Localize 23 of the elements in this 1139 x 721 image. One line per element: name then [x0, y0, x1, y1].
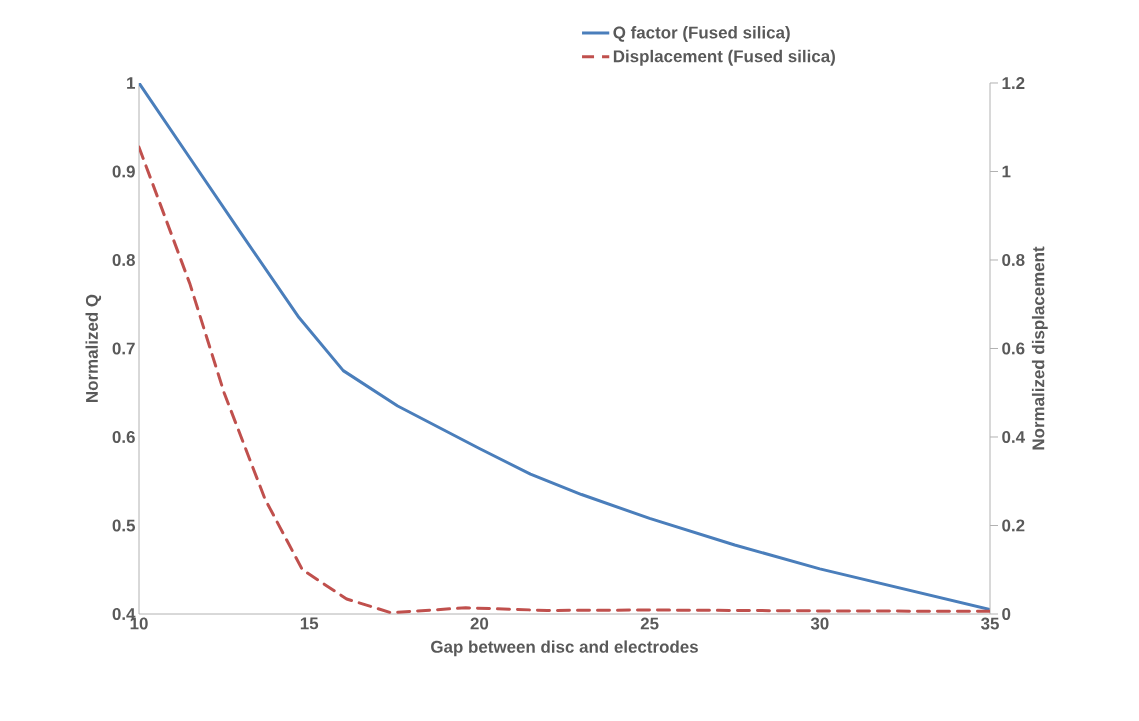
y-tick-label: 1 [127, 77, 136, 89]
y2-tick-label: 0 [1002, 608, 1011, 620]
y-axis-title: Normalized Q [85, 294, 102, 402]
x-tick-label: 30 [810, 617, 829, 630]
y-tick-label: 0.6 [112, 431, 135, 443]
legend-label: Q factor (Fused silica) [613, 26, 790, 42]
y2-tick-label: 1 [1002, 165, 1011, 178]
y2-axis-title: Normalized displacement [1031, 246, 1048, 450]
y-tick-label: 0.5 [112, 519, 136, 532]
legend-label: Displacement (Fused silica) [613, 49, 835, 66]
y2-tick-label: 1.2 [1002, 77, 1025, 89]
y-tick-label: 0.8 [112, 254, 135, 266]
y-tick-label: 0.9 [112, 165, 135, 178]
y2-tick-label: 0.4 [1002, 431, 1025, 443]
x-axis-title: Gap between disc and electrodes [431, 640, 698, 657]
y2-tick-label: 0.2 [1002, 519, 1025, 532]
x-tick-label: 15 [300, 617, 319, 630]
y2-tick-label: 0.8 [1002, 254, 1025, 266]
y-tick-label: 0.7 [112, 342, 135, 355]
x-tick-label: 25 [640, 617, 659, 630]
x-tick-label: 20 [470, 617, 489, 630]
y2-tick-label: 0.6 [1002, 342, 1025, 355]
x-tick-label: 35 [980, 617, 999, 630]
